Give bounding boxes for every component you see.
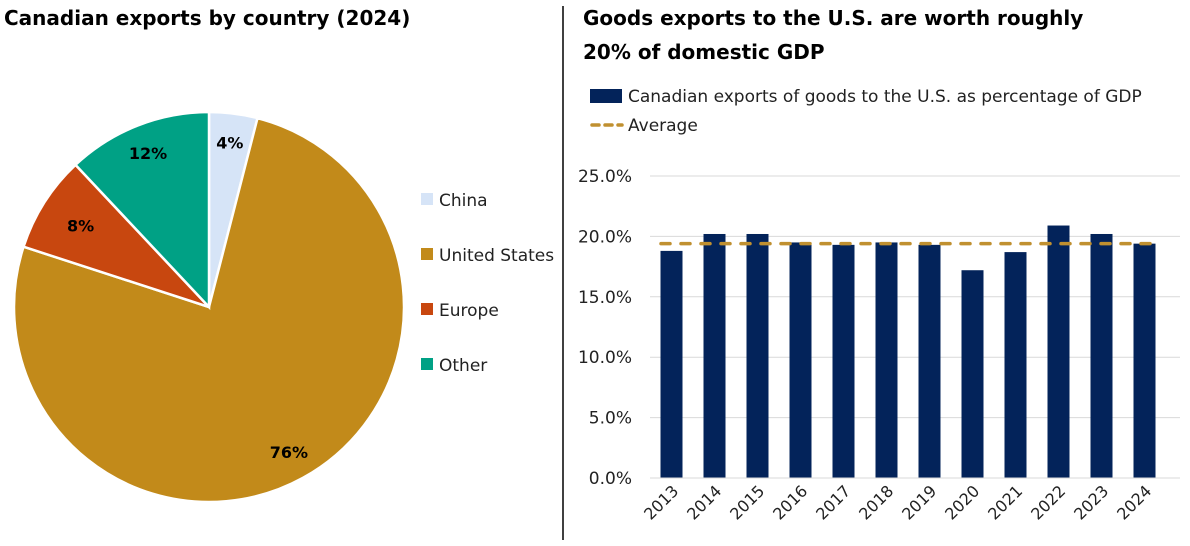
- y-tick-label: 10.0%: [578, 348, 632, 368]
- x-tick-label: 2024: [1113, 481, 1155, 523]
- pie-data-label: 4%: [216, 134, 243, 153]
- pie-data-label: 12%: [129, 144, 167, 163]
- legend-swatch: [421, 358, 433, 370]
- pie-slice-united-states: [12, 116, 406, 504]
- legend-label: Europe: [439, 301, 499, 321]
- x-tick-label: 2022: [1027, 481, 1069, 523]
- bar-2017: [832, 244, 855, 478]
- legend-swatch-bars: [590, 89, 622, 103]
- x-tick-label: 2016: [769, 481, 811, 523]
- bar-2015: [746, 233, 769, 478]
- legend-label: Other: [439, 356, 487, 376]
- x-tick-label: 2019: [898, 481, 940, 523]
- bar-2022: [1047, 225, 1070, 478]
- bar-title-line2: 20% of domestic GDP: [583, 40, 825, 64]
- pie-slice-europe: [21, 163, 210, 309]
- pie-slice-other: [73, 110, 211, 311]
- pie-data-label: 76%: [270, 443, 308, 462]
- x-tick-label: 2017: [812, 481, 854, 523]
- bar-2020: [961, 270, 984, 478]
- x-tick-label: 2014: [683, 481, 725, 523]
- x-tick-label: 2020: [941, 481, 983, 523]
- bar-2013: [660, 250, 683, 478]
- legend-label-bars: Canadian exports of goods to the U.S. as…: [628, 87, 1142, 107]
- bar-2014: [703, 233, 726, 478]
- x-tick-label: 2018: [855, 481, 897, 523]
- pie-title: Canadian exports by country (2024): [4, 6, 411, 30]
- y-tick-label: 0.0%: [589, 469, 632, 489]
- legend-swatch: [421, 303, 433, 315]
- y-tick-label: 25.0%: [578, 167, 632, 187]
- y-tick-label: 5.0%: [589, 409, 632, 429]
- x-tick-label: 2023: [1070, 481, 1112, 523]
- legend-swatch: [421, 193, 433, 205]
- bar-title-line1: Goods exports to the U.S. are worth roug…: [583, 6, 1084, 30]
- x-tick-label: 2013: [640, 481, 682, 523]
- bar-2021: [1004, 252, 1027, 478]
- legend-swatch: [421, 248, 433, 260]
- x-tick-label: 2021: [984, 481, 1026, 523]
- bar-2018: [875, 242, 898, 478]
- bar-2023: [1090, 233, 1113, 478]
- bar-2019: [918, 244, 941, 478]
- y-tick-label: 15.0%: [578, 288, 632, 308]
- legend-label: United States: [439, 246, 554, 266]
- bar-2024: [1133, 243, 1156, 478]
- y-tick-label: 20.0%: [578, 227, 632, 247]
- legend-label: China: [439, 191, 488, 211]
- pie-data-label: 8%: [67, 217, 94, 236]
- x-tick-label: 2015: [726, 481, 768, 523]
- bar-2016: [789, 242, 812, 478]
- legend-label-average: Average: [628, 116, 698, 136]
